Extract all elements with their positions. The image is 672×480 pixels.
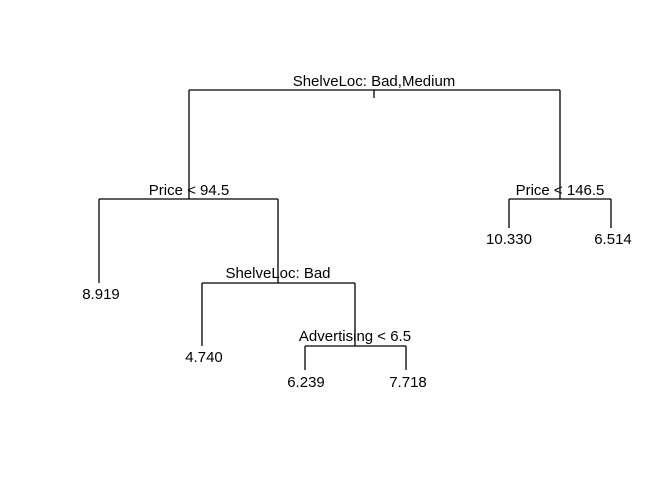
left-right-right-split-label: Advertising < 6.5: [299, 328, 411, 345]
left-right-right-node: Advertising < 6.5: [299, 328, 411, 370]
left-split-label: Price < 94.5: [149, 182, 229, 199]
leaf-value: 6.514: [594, 231, 632, 248]
left-right-split-label: ShelveLoc: Bad: [225, 265, 330, 282]
right-split-label: Price < 146.5: [516, 182, 605, 199]
leaf-value: 6.239: [287, 374, 325, 391]
leaf-value: 10.330: [486, 231, 532, 248]
left-right-node: ShelveLoc: Bad: [201, 265, 356, 346]
leaf-value: 8.919: [82, 286, 120, 303]
right-node: Price < 146.5: [508, 182, 612, 228]
left-node: Price < 94.5: [98, 182, 279, 283]
root-split-label: ShelveLoc: Bad,Medium: [293, 73, 456, 90]
leaf-value: 4.740: [185, 349, 223, 366]
root-node: ShelveLoc: Bad,Medium: [188, 73, 561, 199]
leaf-value: 7.718: [389, 374, 427, 391]
